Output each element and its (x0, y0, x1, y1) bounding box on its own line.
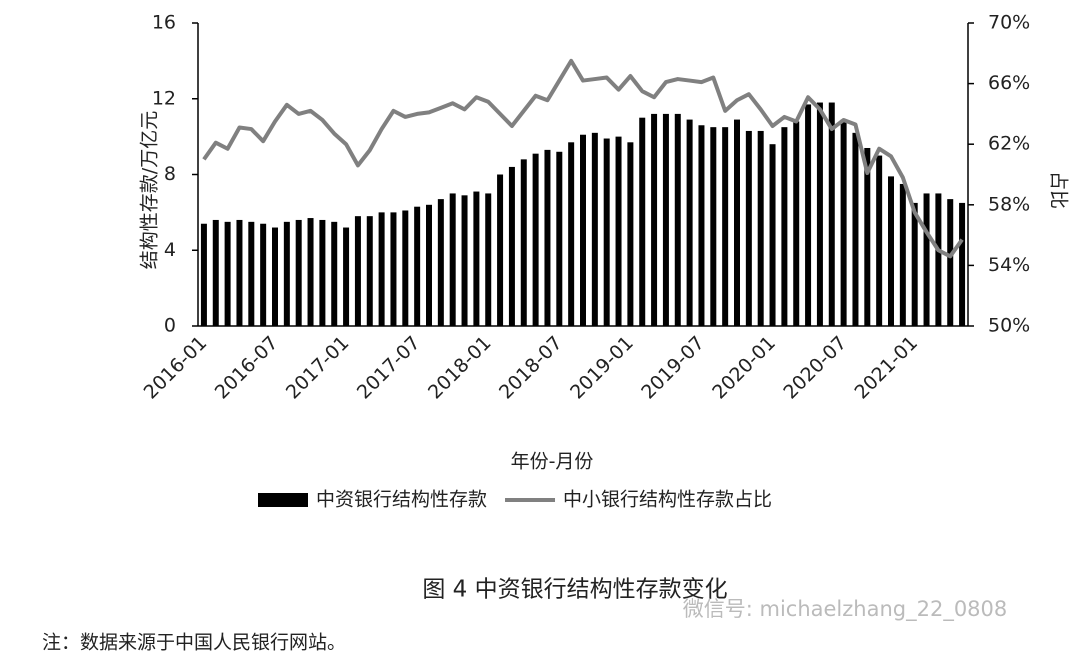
legend-swatch (258, 493, 308, 507)
bar (781, 127, 788, 326)
bar (283, 221, 290, 326)
bar (722, 127, 729, 326)
bar (497, 174, 504, 326)
bar (888, 176, 894, 326)
y-tick-label: 16 (152, 12, 176, 34)
bar (248, 221, 255, 326)
bar (390, 212, 397, 326)
bar (366, 216, 373, 326)
bar (485, 193, 492, 326)
bar (698, 125, 705, 326)
y2-tick-label: 62% (988, 133, 1030, 155)
bar (508, 166, 515, 326)
bar (461, 195, 468, 326)
bar (603, 138, 610, 326)
bar (200, 223, 207, 326)
bar (319, 219, 326, 326)
bar (805, 104, 812, 327)
watermark: 微信号: michaelzhang_22_0808 (683, 597, 1008, 622)
x-tick-label: 2018-07 (495, 332, 567, 404)
y-tick-label: 12 (152, 87, 176, 109)
bar (864, 147, 871, 326)
bar (662, 113, 669, 327)
x-tick-label: 2017-07 (353, 332, 425, 404)
x-tick-label: 2019-07 (637, 332, 709, 404)
bar (852, 132, 859, 326)
bar (414, 206, 421, 326)
x-tick-label: 2021-01 (850, 332, 922, 404)
bar (591, 132, 598, 326)
bar (899, 183, 906, 326)
note: 注：数据来源于中国人民银行网站。 (42, 632, 346, 654)
y-axis-label: 结构性存款/万亿元 (139, 111, 161, 269)
bar (923, 193, 930, 326)
bar (236, 219, 243, 326)
bar (745, 130, 752, 326)
y-tick-label: 0 (164, 315, 176, 337)
y2-tick-label: 58% (988, 193, 1030, 215)
legend-label: 中资银行结构性存款 (316, 489, 487, 511)
x-tick-label: 2020-07 (779, 332, 851, 404)
y2-tick-label: 50% (988, 315, 1030, 337)
bar (272, 227, 278, 326)
bar (437, 199, 444, 326)
bar (734, 119, 740, 326)
bar (473, 191, 480, 326)
bar (532, 153, 539, 326)
y-tick-label: 4 (164, 239, 176, 261)
bar (212, 219, 219, 326)
bar (544, 149, 551, 326)
y2-axis-label: 占比 (1048, 171, 1070, 209)
bar (876, 155, 883, 326)
caption-title: 图 4 中资银行结构性存款变化 (422, 577, 727, 603)
bar (769, 144, 776, 326)
bar (757, 130, 764, 326)
x-tick-label: 2018-01 (424, 332, 496, 404)
bar (686, 119, 693, 326)
bar (615, 136, 622, 326)
bar (402, 210, 409, 326)
bar (556, 151, 563, 326)
bar (426, 204, 432, 326)
legend-label: 中小银行结构性存款占比 (563, 489, 772, 511)
bar (449, 193, 456, 326)
bar (580, 134, 586, 326)
bar (710, 127, 717, 326)
bar (816, 102, 823, 326)
y2-tick-label: 54% (988, 254, 1030, 276)
bar (520, 159, 527, 326)
x-axis-label: 年份-月份 (511, 451, 594, 473)
x-tick-label: 2016-01 (140, 332, 212, 404)
x-tick-label: 2019-01 (566, 332, 638, 404)
bar (828, 102, 835, 326)
y-tick-label: 8 (164, 163, 176, 185)
bar (260, 223, 267, 326)
x-tick-label: 2016-07 (211, 332, 283, 404)
bar (840, 119, 847, 326)
bar (331, 221, 338, 326)
x-tick-label: 2017-01 (282, 332, 354, 404)
bar (947, 199, 954, 326)
bar (639, 117, 646, 326)
bar (793, 121, 800, 326)
bar (378, 212, 385, 326)
bar (343, 227, 350, 326)
y2-tick-label: 70% (988, 12, 1030, 34)
bar (307, 218, 314, 326)
bar (935, 193, 942, 326)
bar (568, 142, 575, 326)
bar (651, 113, 658, 327)
line (202, 58, 964, 259)
bar (674, 113, 681, 327)
bar (959, 202, 966, 326)
bar (911, 202, 918, 326)
bar (354, 216, 361, 326)
bar (224, 221, 231, 326)
x-tick-label: 2020-01 (708, 332, 780, 404)
bar (627, 142, 634, 326)
bar (295, 219, 302, 326)
y2-tick-label: 66% (988, 72, 1030, 94)
